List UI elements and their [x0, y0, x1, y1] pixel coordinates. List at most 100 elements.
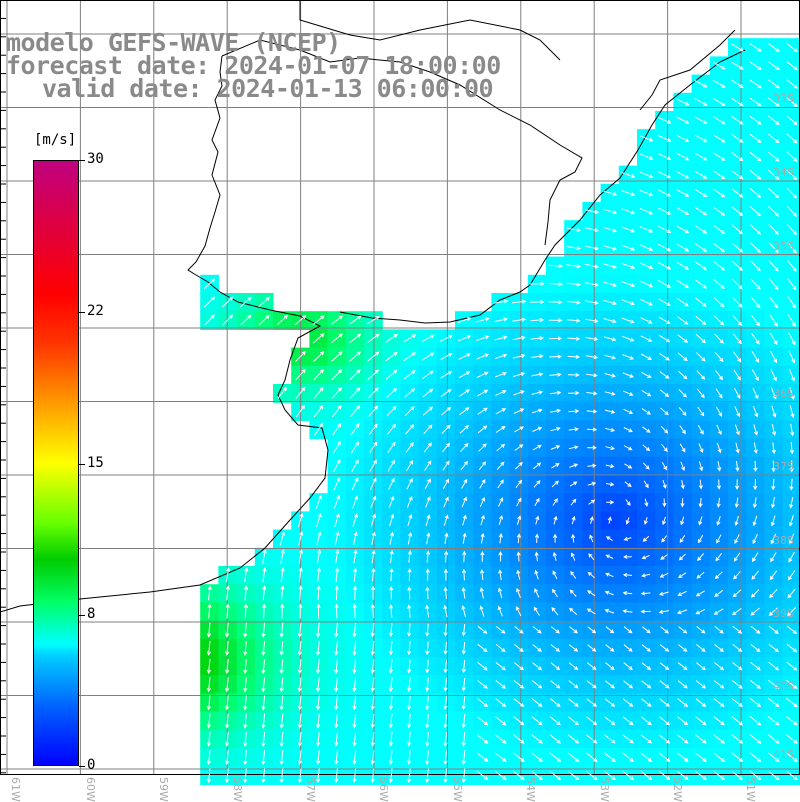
wind-arrow — [642, 535, 650, 542]
wind-arrow — [603, 226, 618, 233]
lat-label: 36S — [773, 387, 794, 400]
wind-arrow — [676, 225, 690, 234]
wind-arrow — [516, 587, 521, 598]
wind-arrow — [731, 170, 744, 180]
wind-arrow — [352, 531, 358, 546]
wind-arrow — [749, 133, 762, 144]
wind-arrow — [660, 626, 670, 634]
wind-arrow — [731, 133, 744, 143]
wind-arrow — [786, 607, 797, 617]
wind-arrow — [258, 314, 270, 326]
wind-arrow — [569, 589, 577, 597]
wind-arrow — [767, 79, 780, 89]
wind-arrow — [279, 713, 284, 729]
wind-arrow — [607, 516, 612, 524]
wind-arrow — [225, 567, 231, 583]
wind-arrow — [407, 659, 412, 674]
wind-arrow — [243, 750, 248, 766]
wind-arrow — [315, 659, 321, 675]
wind-arrow — [767, 61, 780, 71]
wind-arrow — [587, 445, 597, 450]
lon-label: 59W — [157, 777, 170, 802]
wind-arrow — [603, 208, 618, 215]
wind-arrow — [676, 752, 689, 762]
wind-arrow — [315, 713, 321, 729]
wind-arrow — [389, 549, 394, 563]
lon-label: 52W — [671, 777, 684, 802]
wind-arrow — [261, 731, 266, 747]
wind-arrow — [623, 626, 633, 634]
wind-arrow — [641, 371, 652, 378]
wind-arrow — [770, 387, 777, 400]
wind-arrow — [371, 531, 376, 545]
wind-arrow — [497, 605, 503, 617]
wind-arrow — [243, 677, 248, 693]
wind-arrow — [549, 372, 562, 377]
wind-arrow — [513, 408, 525, 414]
wind-arrow — [677, 590, 687, 596]
wind-arrow — [297, 695, 303, 711]
wind-arrow — [623, 644, 633, 652]
wind-arrow — [367, 333, 380, 344]
wind-arrow — [297, 713, 303, 729]
wind-arrow — [532, 662, 543, 671]
wind-arrow — [733, 351, 742, 363]
wind-arrow — [240, 314, 252, 326]
wind-arrow — [750, 607, 760, 616]
wind-arrow — [495, 426, 506, 433]
wind-arrow — [660, 407, 669, 416]
wind-arrow — [676, 734, 689, 744]
wind-arrow — [349, 333, 362, 344]
wind-arrow — [642, 444, 651, 452]
wind-arrow — [788, 533, 795, 545]
wind-arrow — [567, 354, 581, 359]
wind-arrow — [351, 477, 359, 491]
wind-arrow — [459, 407, 470, 416]
wind-arrow — [734, 424, 740, 436]
wind-arrow — [312, 315, 325, 326]
wind-arrow — [367, 387, 379, 399]
wind-arrow — [568, 662, 579, 671]
wind-arrow — [549, 716, 561, 726]
wind-arrow — [334, 585, 339, 601]
wind-arrow — [460, 460, 468, 471]
wind-arrow — [370, 732, 375, 747]
wind-arrow — [786, 60, 798, 71]
wind-arrow — [388, 604, 394, 618]
wind-arrow — [207, 603, 212, 619]
wind-arrow — [767, 115, 780, 126]
lat-label: 34S — [773, 166, 794, 179]
wind-arrow — [496, 443, 506, 452]
wind-arrow — [549, 336, 563, 341]
wind-arrow — [676, 152, 690, 161]
wind-arrow — [243, 585, 249, 601]
wind-arrow — [352, 495, 359, 509]
wind-arrow — [334, 531, 340, 546]
wind-arrow — [750, 260, 761, 272]
wind-arrow — [662, 498, 667, 508]
wind-arrow — [334, 695, 339, 711]
wind-arrow — [514, 626, 524, 634]
wind-arrow — [462, 550, 467, 563]
colorbar-tick-label: 8 — [87, 606, 96, 622]
wind-arrow — [461, 496, 467, 508]
wind-arrow — [512, 317, 527, 322]
wind-arrow — [677, 609, 688, 615]
wind-arrow — [550, 626, 560, 634]
wind-arrow — [641, 408, 652, 415]
wind-arrow — [498, 533, 503, 544]
wind-arrow — [566, 282, 582, 287]
wind-arrow — [407, 732, 412, 747]
wind-arrow — [623, 662, 633, 671]
wind-arrow — [788, 515, 794, 527]
wind-arrow — [621, 244, 636, 251]
wind-arrow — [659, 353, 670, 361]
lon-label: 61W — [9, 777, 22, 802]
wind-arrow — [786, 661, 798, 671]
wind-arrow — [368, 423, 378, 436]
wind-arrow — [717, 461, 722, 472]
wind-arrow — [331, 369, 343, 381]
wind-arrow — [493, 317, 508, 323]
wind-arrow — [443, 586, 448, 599]
wind-arrow — [603, 190, 618, 197]
